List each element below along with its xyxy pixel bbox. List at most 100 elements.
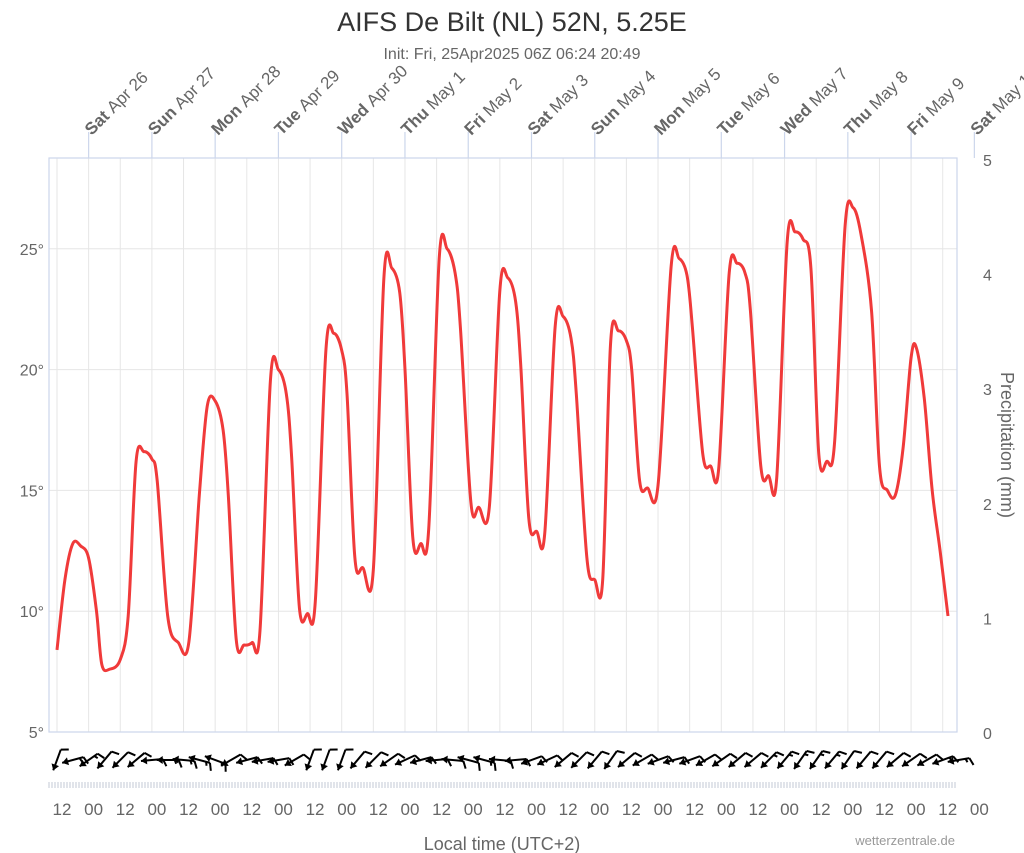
wind-barb <box>364 751 389 769</box>
day-label: Sat May 3 <box>524 71 592 139</box>
hour-tick-label: 00 <box>970 800 989 819</box>
wind-barb <box>662 756 691 766</box>
day-label-date: May 9 <box>922 74 968 120</box>
hour-tick-label: 12 <box>495 800 514 819</box>
wind-barb <box>760 751 785 769</box>
wind-barb <box>617 752 643 768</box>
wind-barb <box>824 750 847 770</box>
wind-barb <box>809 750 831 770</box>
wind-barb <box>349 750 373 770</box>
chart-subtitle: Init: Fri, 25Apr2025 06Z 06:24 20:49 <box>383 46 640 63</box>
wind-barb <box>586 750 610 770</box>
y-left-tick-label: 10° <box>20 604 44 621</box>
temperature-line <box>55 199 950 673</box>
hour-tick-label: 12 <box>179 800 198 819</box>
day-label-date: May 6 <box>738 69 784 115</box>
wind-barb <box>127 752 153 768</box>
y-axis-left-ticks: 5° 10° 15° 20° 25° <box>20 242 44 742</box>
wind-barb <box>603 750 625 770</box>
y-right-tick-label: 2 <box>983 497 992 514</box>
day-label: Sun Apr 27 <box>144 64 219 139</box>
wind-barb <box>743 752 769 768</box>
day-label-date: May 4 <box>613 67 659 113</box>
wind-barb-row <box>48 748 975 788</box>
wind-barb <box>632 753 659 767</box>
day-label: Sun May 4 <box>587 67 659 139</box>
wind-barb <box>570 751 595 769</box>
wind-barb <box>320 748 338 771</box>
day-label-date: May 1 <box>423 67 469 113</box>
wind-barb <box>916 753 944 767</box>
wind-barb <box>840 750 863 770</box>
wind-barb <box>336 748 354 771</box>
hour-tick-label: 00 <box>337 800 356 819</box>
hour-tick-label: 00 <box>843 800 862 819</box>
y-left-tick-label: 5° <box>29 725 44 742</box>
wind-barb <box>695 753 722 767</box>
day-label-date: Apr 26 <box>103 68 152 117</box>
hour-tick-label: 12 <box>685 800 704 819</box>
wind-barb <box>61 756 89 766</box>
hour-tick-label: 00 <box>907 800 926 819</box>
hour-tick-label: 12 <box>622 800 641 819</box>
hour-tick-label: 00 <box>274 800 293 819</box>
wind-barb <box>947 756 975 766</box>
x-axis-title: Local time (UTC+2) <box>424 834 581 853</box>
day-label: Tue May 6 <box>714 69 784 139</box>
wind-barb <box>473 754 497 771</box>
wind-barb <box>220 753 248 767</box>
hour-tick-label: 00 <box>527 800 546 819</box>
credits-link[interactable]: wetterzentrale.de <box>854 833 955 848</box>
wind-barb <box>793 750 815 770</box>
chart-title: AIFS De Bilt (NL) 52N, 5.25E <box>337 7 687 37</box>
wind-barb <box>304 748 322 771</box>
wind-barb <box>901 752 928 768</box>
wind-barb <box>96 750 120 770</box>
wind-barb <box>554 752 580 768</box>
hour-tick-label: 12 <box>116 800 135 819</box>
day-label: Sat Apr 26 <box>81 68 152 139</box>
hour-tick-label: 00 <box>147 800 166 819</box>
hour-tick-label: 12 <box>748 800 767 819</box>
hour-tick-label: 00 <box>464 800 483 819</box>
hour-tick-label: 12 <box>306 800 325 819</box>
hour-tick-label: 12 <box>812 800 831 819</box>
wind-barb <box>51 748 69 771</box>
hour-tick-label: 00 <box>780 800 799 819</box>
day-label: Fri May 2 <box>461 74 526 139</box>
day-label-date: May 8 <box>866 67 912 113</box>
day-label-date: May 7 <box>805 64 851 110</box>
day-label-date: Apr 28 <box>236 62 285 111</box>
hour-tick-label: 12 <box>369 800 388 819</box>
wind-barb <box>886 752 912 768</box>
hour-tick-label: 12 <box>559 800 578 819</box>
hour-tick-label: 12 <box>875 800 894 819</box>
hour-tick-label: 00 <box>654 800 673 819</box>
hour-tick-label: 00 <box>590 800 609 819</box>
day-label: Wed May 7 <box>777 64 852 139</box>
hour-tick-label: 00 <box>84 800 103 819</box>
wind-barb <box>441 755 467 769</box>
wind-barb <box>776 750 800 770</box>
wind-barb <box>284 753 311 767</box>
day-label-date: May 3 <box>546 71 592 117</box>
hour-tick-label: 12 <box>432 800 451 819</box>
day-label-date: May 10 <box>989 64 1024 117</box>
hour-tick-label: 12 <box>53 800 72 819</box>
plot-frame <box>48 157 958 733</box>
hour-tick-label: 12 <box>242 800 261 819</box>
hour-labels: 12 00 12 00 12 00 12 00 12 00 12 00 12 00 12 00 12 00 12 00… <box>53 800 989 819</box>
wind-barb <box>111 751 136 769</box>
y-right-tick-label: 4 <box>983 268 992 285</box>
day-label: Mon May 5 <box>650 65 724 139</box>
day-label-date: Apr 27 <box>170 64 219 113</box>
wind-barb <box>79 752 105 768</box>
y-right-tick-label: 1 <box>983 611 992 628</box>
wind-barb <box>855 750 879 770</box>
y-axis-right-title: Precipitation (mm) <box>997 372 1017 518</box>
day-label: Fri May 9 <box>903 74 968 139</box>
y-right-tick-label: 0 <box>983 726 992 743</box>
wind-barb <box>457 754 481 771</box>
wind-barb <box>871 750 895 770</box>
